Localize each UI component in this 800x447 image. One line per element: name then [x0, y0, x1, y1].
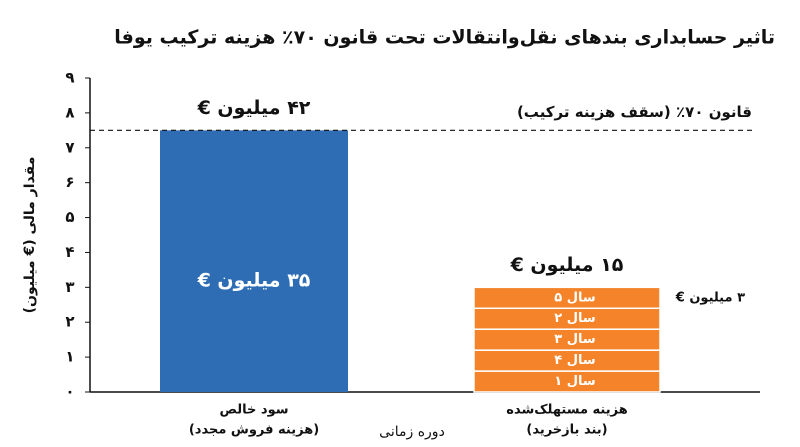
segment-label: سال ۴	[554, 353, 595, 368]
x-tick-note: (بند بازخرید)	[526, 423, 607, 438]
y-tick-label: ۲	[65, 313, 74, 331]
y-tick-label: ۵	[65, 208, 74, 226]
segment-label: سال ۵	[554, 290, 595, 305]
y-tick-label: ۹	[65, 69, 74, 87]
segment-value-label: ۳ میلیون €	[675, 290, 745, 305]
y-tick-label: ۶	[65, 173, 74, 191]
bar-top-label: ۱۵ میلیون €	[510, 254, 624, 276]
x-tick-label: سود خالص	[220, 403, 289, 418]
segment-label: سال ۳	[554, 332, 595, 347]
bar	[160, 130, 348, 393]
y-tick-label: ۸	[65, 103, 74, 121]
bar-segment	[473, 286, 661, 310]
x-tick-label: هزینه مستهلک‌شده	[506, 403, 627, 418]
y-tick-label: ۰	[65, 383, 74, 401]
bar-inner-label: ۳۵ میلیون €	[197, 270, 311, 292]
bar-top-label: ۴۲ میلیون €	[197, 97, 311, 119]
segment-label: سال ۲	[554, 311, 595, 326]
y-tick-label: ۳	[65, 278, 74, 296]
y-tick-label: ۱	[65, 348, 74, 366]
threshold-label: قانون ۷۰٪ (سقف هزینه ترکیب)	[517, 103, 752, 121]
y-tick-label: ۷	[65, 138, 74, 156]
y-axis-label: مقدار مالی (€ میلیون)	[22, 157, 38, 314]
y-tick-label: ۴	[65, 243, 74, 261]
chart-title: تاثیر حسابداری بندهای نقل‌وانتقالات تحت …	[114, 27, 775, 49]
segment-label: سال ۱	[554, 374, 595, 389]
x-axis-label: دوره زمانی	[379, 424, 445, 440]
x-tick-note: (هزینه فروش مجدد)	[189, 423, 319, 438]
